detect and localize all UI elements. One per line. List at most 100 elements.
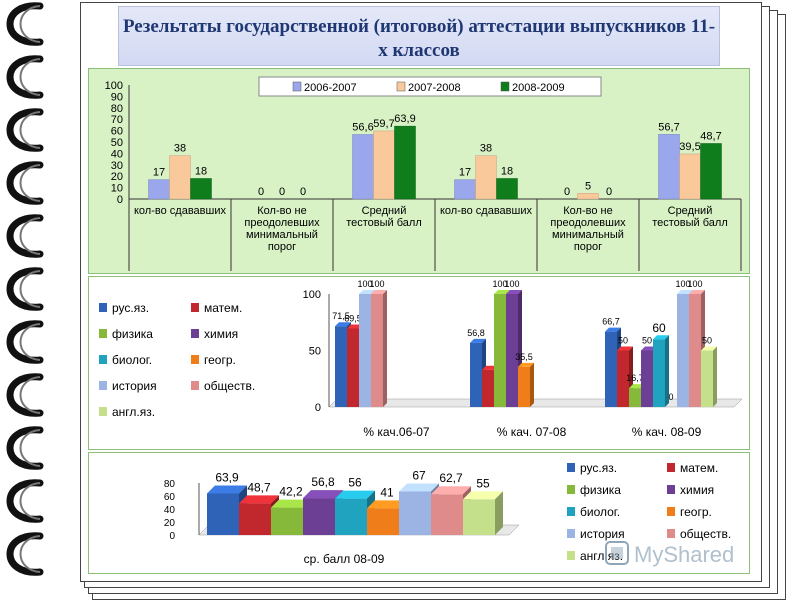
bar-front xyxy=(689,294,701,407)
bar xyxy=(169,155,191,200)
binder-ring-highlight xyxy=(19,429,41,467)
legend-swatch xyxy=(99,329,107,338)
data-label: 56,7 xyxy=(658,121,679,133)
bar xyxy=(335,490,375,535)
bar-front xyxy=(359,294,371,407)
binder-ring xyxy=(6,532,44,576)
bar-front xyxy=(367,508,399,535)
bar xyxy=(653,335,669,407)
bar-side xyxy=(665,335,669,407)
legend-label: рус.яз. xyxy=(112,301,149,315)
legend-swatch xyxy=(99,303,107,312)
bar-front xyxy=(347,328,359,407)
legend-swatch xyxy=(99,381,107,390)
average-score-panel: 0 20 40 60 80 63,9 48,7 42,2 56,8 56 41 67 62,7 55 ср.… xyxy=(88,452,750,574)
bar-top xyxy=(494,290,510,294)
bar-top xyxy=(367,500,407,509)
watermark-logo-icon-inner xyxy=(611,547,623,559)
data-label: 100 xyxy=(504,279,519,289)
bar-front xyxy=(518,366,530,407)
bar xyxy=(352,134,374,200)
y-tick-label: 20 xyxy=(111,171,123,183)
y-tick-label: 40 xyxy=(164,505,176,516)
x-tick-label: кол-во сдававших xyxy=(134,205,226,217)
bar-top xyxy=(371,290,387,294)
legend-swatch xyxy=(191,329,199,338)
data-label: 67 xyxy=(412,468,426,482)
bar-side xyxy=(530,362,534,407)
bar-front xyxy=(605,331,617,407)
bar-top xyxy=(359,290,375,294)
y-tick-label: 20 xyxy=(164,518,176,529)
data-label: 56 xyxy=(348,476,362,490)
data-label: 62,7 xyxy=(439,471,463,485)
data-label: 56,6 xyxy=(352,121,373,133)
data-label: 56,8 xyxy=(311,475,335,489)
x-tick-label: кол-во сдававших xyxy=(440,205,532,217)
legend-label: матем. xyxy=(204,301,242,315)
bar-top xyxy=(431,486,471,495)
bar-top xyxy=(335,322,351,327)
binder-ring-highlight xyxy=(19,58,41,96)
data-label: 0 xyxy=(564,186,570,198)
legend-swatch xyxy=(567,507,575,516)
data-label: 100 xyxy=(687,279,702,289)
data-label: 16,7 xyxy=(626,373,644,383)
legend-label: матем. xyxy=(680,461,718,475)
bar xyxy=(679,153,701,200)
bar-top xyxy=(605,327,621,332)
legend-swatch xyxy=(191,355,199,364)
bar-top xyxy=(239,495,279,504)
bar xyxy=(373,130,395,200)
quality-panel: 0 50 100 71,5 69,5 100 100% кач.06-07 56,8 100 10… xyxy=(88,276,750,450)
bar-front xyxy=(482,369,494,407)
x-tick-label: тестовый балл xyxy=(652,217,728,229)
y-tick-label: 50 xyxy=(309,346,321,358)
bar-front xyxy=(653,339,665,407)
legend: рус.яз. матем. физика химия биолог. геогр. ист… xyxy=(567,461,731,563)
data-label: 63,9 xyxy=(215,470,239,484)
binder-ring xyxy=(6,320,44,364)
binder-ring xyxy=(6,479,44,523)
binder-ring-highlight xyxy=(19,376,41,414)
y-tick-label: 40 xyxy=(111,148,123,160)
legend-label: 2006-2007 xyxy=(304,82,357,94)
bar-front xyxy=(239,503,271,535)
legend-swatch xyxy=(396,81,406,92)
x-tick-label: преодолевших xyxy=(550,217,626,229)
bar xyxy=(496,178,518,200)
legend-swatch xyxy=(667,463,675,472)
binder-ring xyxy=(6,373,44,417)
y-tick-label: 10 xyxy=(111,183,123,195)
data-label: 17 xyxy=(459,167,471,179)
binder-ring xyxy=(6,161,44,205)
exam-stats-panel: 0 10 20 30 40 50 60 70 80 90 100 кол-во сдававших 17… xyxy=(88,68,750,274)
bar-front xyxy=(303,498,335,535)
binder-ring-highlight xyxy=(19,323,41,361)
bar-top xyxy=(207,485,247,494)
binder-ring xyxy=(6,214,44,258)
legend-label: англ.яз. xyxy=(112,405,155,419)
watermark-logo-icon xyxy=(605,541,629,565)
y-tick-label: 30 xyxy=(111,160,123,172)
data-label: 69,5 xyxy=(344,313,362,323)
data-label: 0 xyxy=(279,186,285,198)
bar-top xyxy=(506,290,522,294)
data-label: 50 xyxy=(702,336,712,346)
binder-ring xyxy=(6,108,44,152)
binder-rings xyxy=(6,2,44,576)
data-label: 71,5 xyxy=(332,311,350,321)
y-tick-label: 80 xyxy=(111,103,123,115)
legend-label: 2008-2009 xyxy=(512,82,565,94)
legend-label: рус.яз. xyxy=(580,461,617,475)
y-tick-label: 0 xyxy=(169,531,175,542)
legend-swatch xyxy=(191,303,199,312)
bar xyxy=(577,193,599,200)
legend-box xyxy=(258,76,602,97)
data-label: 50 xyxy=(642,336,652,346)
bar xyxy=(700,143,722,200)
legend-swatch xyxy=(667,529,675,538)
legend-swatch xyxy=(567,485,575,494)
